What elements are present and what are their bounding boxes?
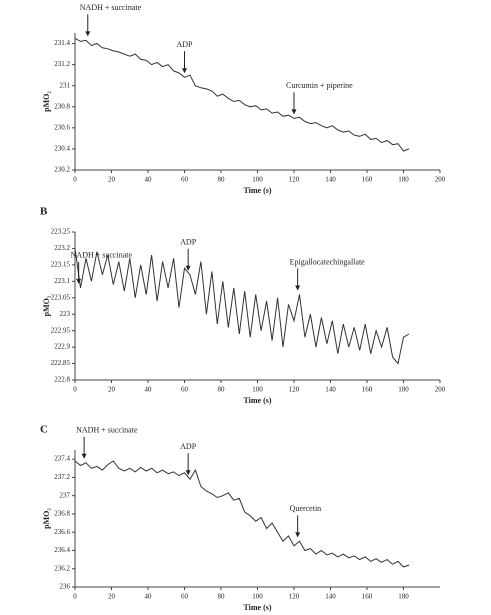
x-tick-label: 60	[181, 386, 189, 394]
x-tick-label: 20	[108, 176, 116, 184]
annotation: ADP	[180, 238, 197, 247]
x-axis-title: Time (s)	[243, 186, 271, 195]
panel-label: B	[40, 206, 48, 218]
x-axis-title: Time (s)	[243, 603, 271, 612]
annotation: Epigallocatechingallate	[290, 257, 366, 266]
annotation: NADH + succinate	[80, 3, 142, 12]
arrow-head	[182, 68, 187, 74]
x-tick-label: 100	[252, 593, 263, 601]
y-axis-title: pMO₂	[42, 91, 51, 112]
y-tick-label: 223.2	[54, 244, 70, 252]
y-tick-label: 236.8	[54, 510, 70, 518]
x-tick-label: 200	[435, 386, 446, 394]
x-tick-label: 0	[73, 386, 77, 394]
x-axis-title: Time (s)	[243, 396, 271, 405]
y-tick-label: 236.6	[54, 528, 70, 536]
x-tick-label: 40	[145, 386, 153, 394]
annotation: ADP	[177, 40, 194, 49]
y-tick-label: 222.95	[51, 326, 71, 334]
y-tick-label: 231.4	[54, 39, 70, 47]
y-tick-label: 237.4	[54, 455, 70, 463]
x-tick-label: 100	[252, 386, 263, 394]
x-tick-label: 140	[325, 386, 336, 394]
y-axis-title: pMO₂	[42, 508, 51, 529]
y-tick-label: 222.9	[54, 343, 70, 351]
arrow-head	[185, 470, 191, 476]
y-tick-label: 223.25	[51, 228, 71, 236]
x-tick-label: 120	[289, 176, 300, 184]
arrow-head	[295, 285, 301, 291]
y-tick-label: 231.2	[54, 60, 70, 68]
x-tick-label: 80	[218, 176, 226, 184]
x-tick-label: 100	[252, 176, 263, 184]
x-tick-label: 20	[108, 593, 116, 601]
annotation: NADH + succinate	[71, 251, 133, 260]
line	[74, 37, 410, 152]
y-tick-label: 230.4	[54, 145, 70, 153]
x-tick-label: 180	[398, 386, 409, 394]
x-tick-label: 140	[325, 176, 336, 184]
x-tick-label: 120	[289, 386, 300, 394]
x-tick-label: 180	[398, 593, 409, 601]
annotation: NADH + succinate	[76, 426, 138, 435]
x-tick-label: 40	[145, 176, 153, 184]
x-tick-label: 160	[362, 593, 373, 601]
x-tick-label: 160	[362, 176, 373, 184]
line	[74, 460, 410, 568]
x-tick-label: 120	[289, 593, 300, 601]
y-tick-label: 237	[60, 491, 71, 499]
y-tick-label: 222.8	[54, 376, 70, 384]
arrow-head	[291, 109, 297, 115]
x-tick-label: 180	[398, 176, 409, 184]
x-tick-label: 0	[73, 593, 77, 601]
y-tick-label: 222.85	[51, 359, 71, 367]
y-tick-label: 231	[60, 81, 71, 89]
arrow-head	[76, 278, 82, 284]
panel-label: C	[40, 424, 48, 436]
x-tick-label: 80	[218, 593, 226, 601]
arrow-head	[81, 453, 87, 459]
x-tick-label: 140	[325, 593, 336, 601]
y-tick-label: 223	[60, 310, 71, 318]
x-tick-label: 40	[145, 593, 153, 601]
line	[74, 248, 410, 365]
y-tick-label: 223.1	[54, 277, 70, 285]
y-tick-label: 230.2	[54, 166, 70, 174]
y-tick-label: 236	[60, 583, 71, 591]
x-tick-label: 20	[108, 386, 116, 394]
annotation: ADP	[180, 442, 197, 451]
x-tick-label: 60	[181, 593, 189, 601]
annotation: Curcumin + piperine	[286, 81, 353, 90]
annotation: Quercetin	[290, 504, 322, 513]
arrow-head	[295, 532, 301, 538]
x-tick-label: 0	[73, 176, 77, 184]
x-tick-label: 60	[181, 176, 189, 184]
y-tick-label: 223.05	[51, 293, 71, 301]
y-tick-label: 237.2	[54, 473, 70, 481]
y-tick-label: 236.2	[54, 564, 70, 572]
arrow-head	[185, 265, 191, 271]
y-tick-label: 236.4	[54, 546, 70, 554]
x-tick-label: 200	[435, 176, 446, 184]
arrow-head	[85, 31, 91, 37]
y-axis-title: pMO₂	[42, 295, 51, 316]
y-tick-label: 230.8	[54, 102, 70, 110]
y-tick-label: 223.15	[51, 260, 71, 268]
x-tick-label: 160	[362, 386, 373, 394]
x-tick-label: 80	[218, 386, 226, 394]
y-tick-label: 230.6	[54, 123, 70, 131]
